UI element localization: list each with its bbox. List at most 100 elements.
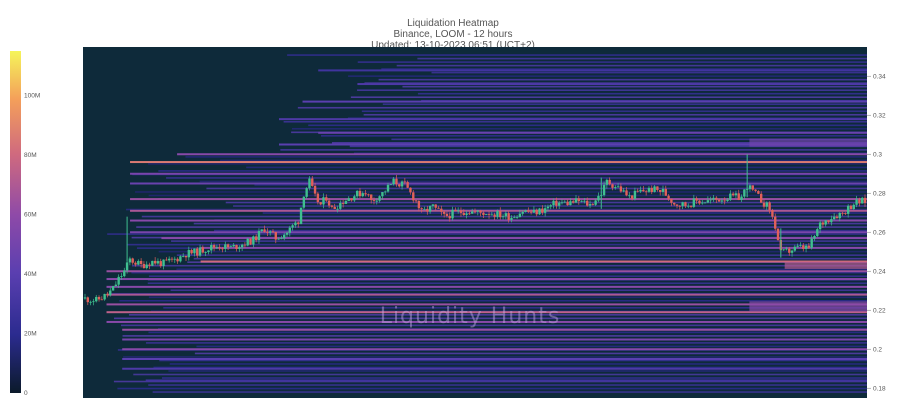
- heat-band-line: [171, 240, 867, 242]
- heat-band-line: [357, 61, 867, 63]
- candle-body: [771, 210, 774, 217]
- heat-band-line: [417, 57, 867, 60]
- candle-body: [720, 200, 724, 202]
- heat-band-line: [161, 377, 868, 379]
- candle-body: [240, 244, 244, 248]
- candle-body: [501, 216, 505, 218]
- heat-band: [318, 69, 867, 72]
- candle-body: [224, 244, 227, 249]
- candle-body: [602, 184, 606, 196]
- colorbar-tick-label: 100M: [24, 93, 40, 100]
- y-axis-tick-label: 0.34: [873, 74, 886, 81]
- candle-body: [316, 193, 320, 203]
- candle-body: [754, 189, 757, 191]
- candle-body: [863, 197, 867, 203]
- heat-band-glow: [749, 301, 867, 312]
- heat-band-line: [133, 373, 868, 376]
- heat-band: [106, 278, 867, 281]
- candle-body: [762, 202, 766, 207]
- heat-band: [161, 237, 867, 240]
- candle-body: [799, 245, 802, 247]
- candle-body: [835, 216, 839, 219]
- candle-body: [841, 212, 844, 214]
- heat-band: [145, 379, 868, 382]
- candle-body: [437, 207, 440, 209]
- candle-body: [426, 208, 429, 212]
- heat-band-line: [153, 366, 867, 369]
- candle-body: [586, 200, 589, 206]
- heat-band-line: [148, 194, 868, 197]
- candle-body: [832, 216, 836, 220]
- candle-body: [395, 178, 398, 185]
- candle-body: [849, 205, 853, 210]
- candle-body: [782, 249, 785, 251]
- heat-band: [130, 209, 868, 212]
- heat-band-line: [114, 317, 868, 320]
- candle-body: [336, 208, 339, 210]
- y-axis-tick-label: 0.2: [873, 347, 882, 354]
- candle-body: [445, 213, 449, 216]
- y-axis: 0.18 0.2 0.22 0.24 0.26 0.28 0.3 0.32 0.34: [867, 74, 886, 393]
- candle-body: [527, 210, 530, 212]
- candle-body: [128, 258, 132, 263]
- candle-body: [431, 204, 435, 206]
- heat-band-line: [363, 113, 867, 116]
- candle-body: [504, 213, 508, 217]
- candle-body: [485, 214, 488, 215]
- candle-body: [664, 188, 667, 196]
- candle-body: [375, 200, 378, 202]
- candle-body: [417, 200, 421, 209]
- candle-body: [507, 213, 510, 220]
- heat-band-line: [148, 384, 868, 386]
- candle-body: [131, 258, 134, 263]
- candle-body: [111, 286, 115, 291]
- heat-band-line: [185, 156, 868, 158]
- candle-body: [706, 200, 710, 203]
- candle-body: [549, 205, 552, 207]
- heat-band-line: [280, 149, 867, 151]
- candle-body: [709, 199, 712, 201]
- heat-band-line: [123, 356, 867, 358]
- candle-body: [372, 199, 376, 201]
- candle-body: [313, 185, 317, 194]
- colorbar-tick-label: 60M: [24, 212, 37, 219]
- colorbar-tick-label: 0: [24, 390, 28, 397]
- heat-band-line: [291, 128, 867, 130]
- candle-body: [353, 196, 356, 201]
- heat-band-line: [163, 307, 868, 309]
- candle-body: [597, 195, 600, 201]
- candle-body: [280, 238, 283, 240]
- candle-body: [543, 208, 547, 213]
- heat-band-line: [131, 271, 867, 274]
- candle-body: [302, 196, 306, 208]
- candle-body: [827, 220, 830, 223]
- heat-band-line: [148, 331, 867, 334]
- heat-band-line: [141, 215, 867, 218]
- candle-body: [238, 247, 241, 249]
- heat-band: [130, 198, 868, 201]
- candle-body: [322, 197, 325, 205]
- candle-body: [333, 206, 336, 210]
- candle-body: [642, 189, 645, 192]
- candle-body: [838, 212, 841, 219]
- candle-body: [726, 199, 729, 201]
- candle-body: [611, 184, 614, 188]
- candle-body: [173, 258, 176, 260]
- candle-body: [810, 238, 813, 248]
- candle-body: [636, 190, 639, 192]
- heat-band-line: [122, 335, 868, 337]
- candle-body: [818, 222, 822, 230]
- heat-band-line: [199, 180, 867, 183]
- heat-band-line: [225, 201, 868, 204]
- candle-body: [389, 184, 393, 186]
- candle-body: [493, 214, 496, 217]
- heat-band-glow: [749, 138, 867, 147]
- candle-body: [591, 204, 595, 205]
- watermark-text: Liquidity Hunts: [380, 304, 561, 329]
- heat-band: [200, 246, 868, 249]
- candle-body: [190, 249, 193, 254]
- heat-band-line: [214, 229, 867, 232]
- heat-band-line: [169, 363, 867, 365]
- candle-body: [560, 202, 564, 204]
- candle-body: [423, 208, 426, 210]
